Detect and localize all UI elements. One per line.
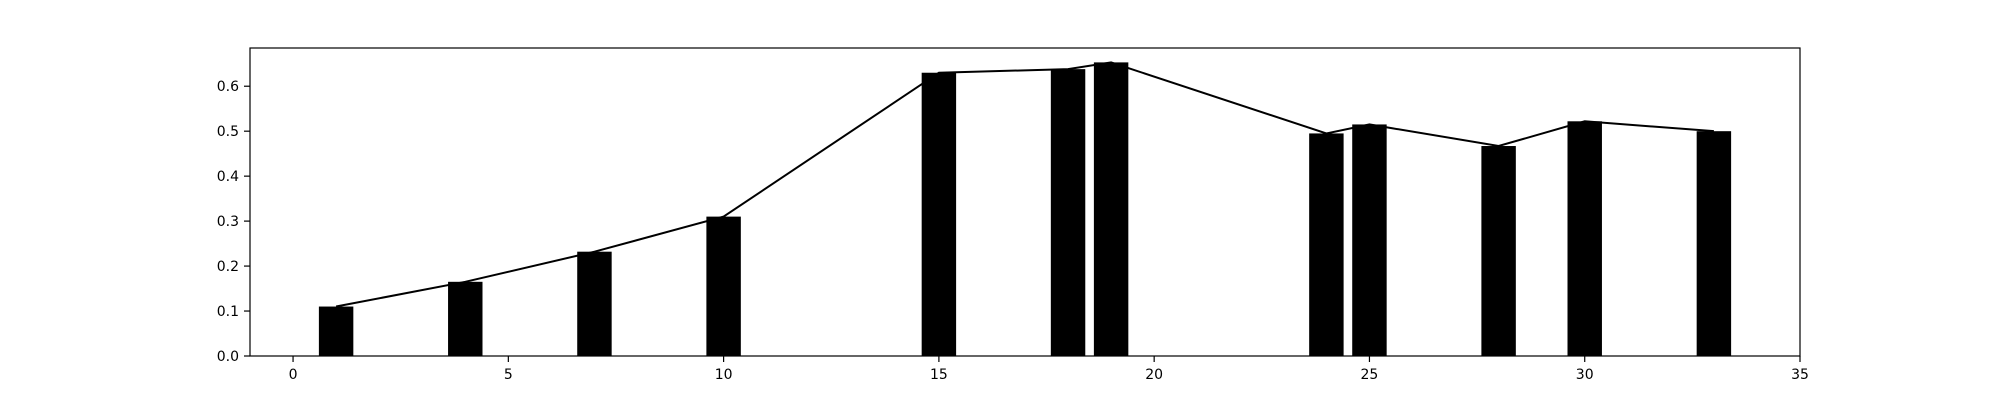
bar-7 bbox=[1309, 133, 1344, 356]
x-tick-label-4: 20 bbox=[1145, 367, 1163, 383]
bar-11 bbox=[1696, 131, 1732, 356]
bar-4 bbox=[921, 72, 957, 357]
y-tick-label-5: 0.5 bbox=[217, 124, 239, 140]
y-tick-label-0: 0.0 bbox=[217, 349, 239, 365]
x-tick-label-2: 10 bbox=[715, 367, 733, 383]
bar-0 bbox=[318, 306, 354, 356]
x-tick-label-5: 25 bbox=[1361, 367, 1379, 383]
bar-1 bbox=[448, 281, 483, 356]
bars-layer bbox=[318, 62, 1732, 357]
bar-9 bbox=[1481, 146, 1516, 356]
y-tick-label-4: 0.4 bbox=[217, 169, 239, 185]
bar-2 bbox=[577, 251, 612, 356]
series-line bbox=[335, 61, 1714, 308]
y-tick-label-3: 0.3 bbox=[217, 214, 239, 230]
axes-layer: 0 5 10 15 20 25 30 35 0.0 0.1 0.2 0.3 0.4 0.5 0.6 bbox=[217, 47, 1809, 383]
plot-frame bbox=[249, 47, 1801, 357]
bar-5 bbox=[1050, 69, 1086, 356]
x-tick-label-6: 30 bbox=[1576, 367, 1594, 383]
bar-6 bbox=[1093, 62, 1129, 357]
x-tick-label-7: 35 bbox=[1791, 367, 1809, 383]
bar-10 bbox=[1567, 121, 1602, 356]
y-tick-label-2: 0.2 bbox=[217, 259, 239, 275]
bar-3 bbox=[706, 216, 741, 356]
x-tick-label-0: 0 bbox=[289, 367, 298, 383]
bar-8 bbox=[1352, 124, 1387, 356]
line-layer bbox=[335, 61, 1714, 308]
y-tick-label-1: 0.1 bbox=[217, 304, 239, 320]
y-tick-label-6: 0.6 bbox=[217, 79, 239, 95]
x-tick-label-1: 5 bbox=[504, 367, 513, 383]
x-tick-label-3: 15 bbox=[930, 367, 948, 383]
